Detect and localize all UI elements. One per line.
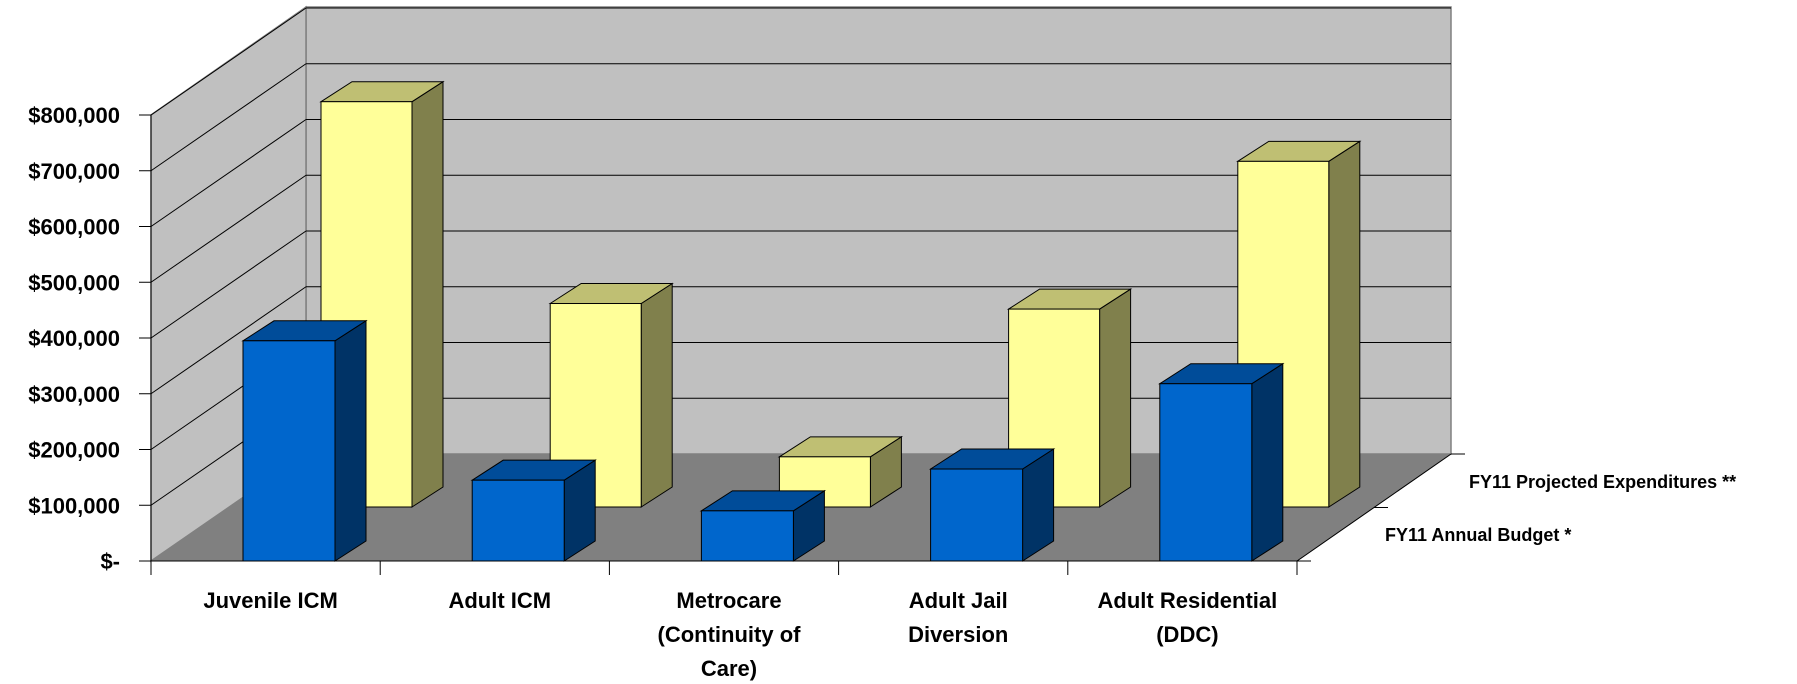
gridline-side	[150, 230, 307, 339]
y-tick-label: $600,000	[28, 215, 120, 240]
y-axis-tick-labels: $- $100,000 $200,000 $300,000 $400,000 $500,0…	[28, 103, 120, 574]
y-tick-label: $800,000	[28, 103, 120, 128]
axes	[139, 114, 1465, 575]
bar-side	[1099, 288, 1132, 508]
category-label-line: Adult ICM	[448, 588, 551, 613]
category-label-line: (DDC)	[1156, 622, 1218, 647]
bar-budget	[241, 319, 368, 562]
bar-side	[640, 282, 673, 508]
bar-front	[930, 468, 1024, 562]
category-label: Metrocare (Continuity of Care)	[658, 588, 802, 681]
y-tick-label: $200,000	[28, 438, 120, 463]
bar-side	[1251, 362, 1284, 562]
gridline-side	[150, 174, 307, 283]
category-label-line: Care)	[701, 656, 757, 681]
y-tick-label: $400,000	[28, 326, 120, 351]
series-label: FY11 Annual Budget *	[1385, 525, 1571, 545]
y-tick-label: $700,000	[28, 159, 120, 184]
y-tick-label: $100,000	[28, 493, 120, 518]
category-label-line: (Continuity of	[658, 622, 802, 647]
category-label-line: Juvenile ICM	[203, 588, 337, 613]
category-label: Adult Jail Diversion	[908, 588, 1008, 647]
y-tick-label: $500,000	[28, 270, 120, 295]
bar-front	[471, 479, 565, 562]
bar-side	[411, 80, 444, 508]
gridline-side	[150, 119, 307, 227]
gridline-side	[150, 286, 307, 395]
category-label: Adult Residential (DDC)	[1098, 588, 1278, 647]
gridline-side	[150, 7, 307, 116]
category-label-line: Diversion	[908, 622, 1008, 647]
category-label: Adult ICM	[448, 588, 551, 613]
bar-budget	[699, 489, 827, 562]
bars	[241, 80, 1362, 562]
category-label-line: Adult Residential	[1098, 588, 1278, 613]
bar-front	[700, 510, 794, 562]
category-label: Juvenile ICM	[203, 588, 337, 613]
series-axis-labels: FY11 Projected Expenditures ** FY11 Annua…	[1385, 472, 1736, 545]
bar-budget	[470, 459, 597, 562]
bar-budget	[928, 448, 1056, 562]
gridline-side	[150, 63, 307, 172]
category-label-line: Adult Jail	[909, 588, 1008, 613]
bar-front	[1159, 383, 1253, 562]
bar-side	[1328, 140, 1361, 508]
y-tick-label: $300,000	[28, 382, 120, 407]
category-label-line: Metrocare	[676, 588, 781, 613]
series-label: FY11 Projected Expenditures **	[1469, 472, 1736, 492]
x-axis-category-labels: Juvenile ICM Adult ICM Metrocare (Continuit…	[203, 588, 1277, 681]
bar-budget	[1158, 362, 1285, 562]
bar-side	[334, 319, 367, 562]
bar-front	[242, 340, 336, 562]
y-tick-label: $-	[100, 549, 120, 574]
